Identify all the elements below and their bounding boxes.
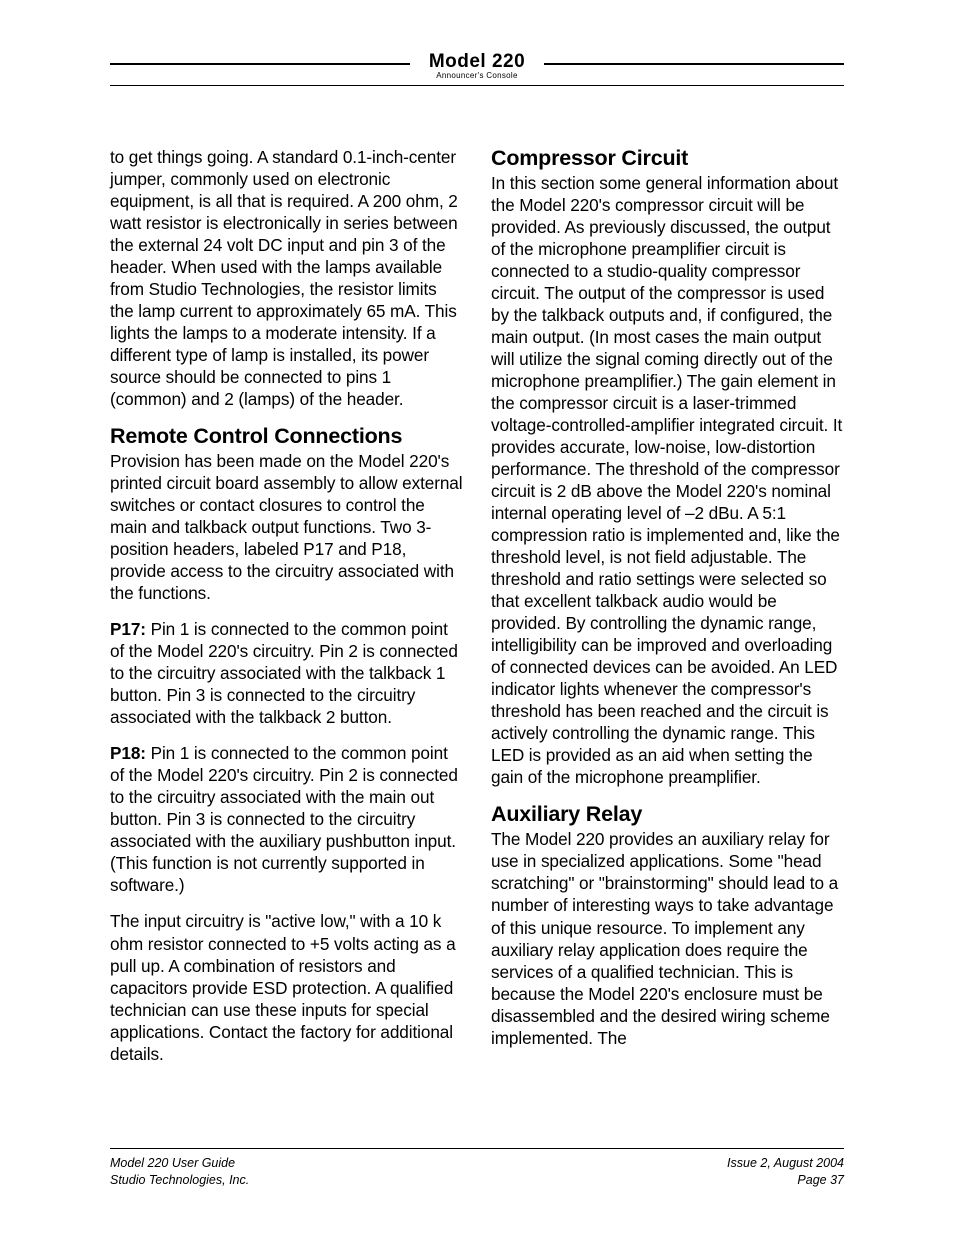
input-circuitry-paragraph: The input circuitry is "active low," wit… [110, 910, 463, 1064]
header-rule-left [110, 63, 410, 65]
content-columns: to get things going. A standard 0.1-inch… [110, 86, 844, 1079]
remote-control-heading: Remote Control Connections [110, 424, 463, 449]
aux-relay-heading: Auxiliary Relay [491, 802, 844, 827]
compressor-paragraph: In this section some general information… [491, 172, 844, 788]
intro-continuation-paragraph: to get things going. A standard 0.1-inch… [110, 146, 463, 410]
left-column: to get things going. A standard 0.1-inch… [110, 146, 463, 1079]
header-subtitle: Announcer's Console [110, 71, 844, 80]
footer-left: Model 220 User Guide Studio Technologies… [110, 1155, 249, 1189]
page-header: Model 220 Announcer's Console [110, 52, 844, 86]
footer-right: Issue 2, August 2004 Page 37 [727, 1155, 844, 1189]
p17-paragraph: P17: Pin 1 is connected to the common po… [110, 618, 463, 728]
footer-page-number: Page 37 [727, 1172, 844, 1189]
header-title: Model 220 [429, 52, 525, 71]
p18-text: Pin 1 is connected to the common point o… [110, 743, 458, 895]
page-footer: Model 220 User Guide Studio Technologies… [110, 1148, 844, 1189]
p17-label: P17: [110, 619, 146, 639]
remote-control-intro: Provision has been made on the Model 220… [110, 450, 463, 604]
footer-company: Studio Technologies, Inc. [110, 1172, 249, 1189]
p17-text: Pin 1 is connected to the common point o… [110, 619, 458, 727]
compressor-heading: Compressor Circuit [491, 146, 844, 171]
header-rule-right [544, 63, 844, 65]
p18-paragraph: P18: Pin 1 is connected to the common po… [110, 742, 463, 896]
aux-relay-paragraph: The Model 220 provides an auxiliary rela… [491, 828, 844, 1048]
footer-issue: Issue 2, August 2004 [727, 1155, 844, 1172]
right-column: Compressor Circuit In this section some … [491, 146, 844, 1079]
p18-label: P18: [110, 743, 146, 763]
footer-guide-title: Model 220 User Guide [110, 1155, 249, 1172]
